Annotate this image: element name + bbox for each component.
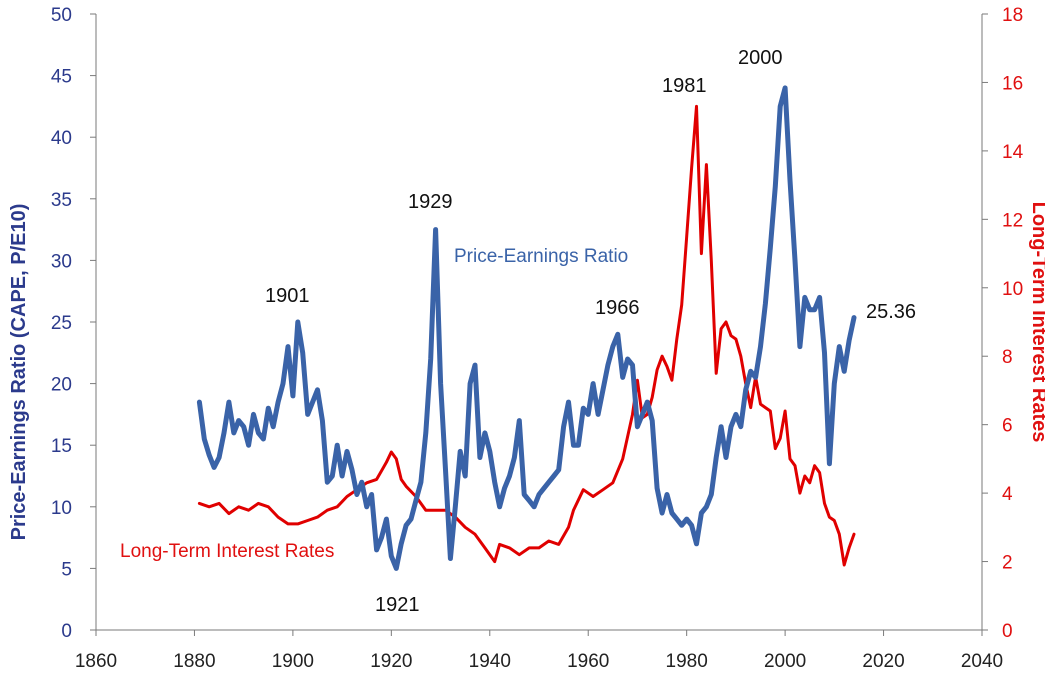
y-left-tick-label: 50 bbox=[51, 5, 72, 26]
y-left-tick-label: 40 bbox=[51, 128, 72, 149]
x-tick-label: 1980 bbox=[666, 651, 708, 672]
y-left-tick-label: 15 bbox=[51, 436, 72, 457]
y-left-tick-label: 0 bbox=[61, 621, 72, 642]
series-line-interest-rates bbox=[197, 104, 856, 567]
y-axis-left-label: Price-Earnings Ratio (CAPE, P/E10) bbox=[8, 204, 30, 541]
annotation-1966: 1966 bbox=[595, 297, 640, 319]
axes bbox=[90, 13, 988, 636]
y-right-tick-label: 0 bbox=[1002, 621, 1013, 642]
annotation-1921: 1921 bbox=[375, 594, 420, 616]
y-right-tick-label: 16 bbox=[1002, 73, 1023, 94]
x-tick-label: 1900 bbox=[272, 651, 314, 672]
series-lines bbox=[196, 85, 857, 571]
x-tick-label: 2020 bbox=[862, 651, 904, 672]
x-tick-label: 1920 bbox=[370, 651, 412, 672]
y-right-tick-label: 18 bbox=[1002, 5, 1023, 26]
y-left-tick-label: 10 bbox=[51, 498, 72, 519]
y-left-tick-label: 25 bbox=[51, 313, 72, 334]
y-right-tick-label: 12 bbox=[1002, 210, 1023, 231]
annotation-1981: 1981 bbox=[662, 75, 707, 97]
annotation-1901: 1901 bbox=[265, 285, 310, 307]
y-right-tick-label: 6 bbox=[1002, 416, 1013, 437]
series-label-interest-rates: Long-Term Interest Rates bbox=[120, 541, 334, 562]
x-tick-label: 2000 bbox=[764, 651, 806, 672]
annotation-current-value: 25.36 bbox=[866, 301, 916, 323]
y-right-tick-label: 14 bbox=[1002, 142, 1024, 163]
x-tick-label: 2040 bbox=[961, 651, 1003, 672]
y-left-tick-label: 35 bbox=[51, 190, 72, 211]
y-left-tick-label: 5 bbox=[61, 559, 72, 580]
y-axis-right-label: Long-Term Interest Rates bbox=[1028, 202, 1045, 443]
tick-labels: 1860 1880 1900 1920 1940 1960 1980 2000 2020 2040… bbox=[51, 5, 1024, 672]
x-tick-label: 1960 bbox=[567, 651, 609, 672]
y-left-tick-label: 30 bbox=[51, 251, 72, 272]
x-tick-label: 1860 bbox=[75, 651, 117, 672]
series-line-price-earnings bbox=[196, 85, 857, 571]
x-tick-label: 1880 bbox=[173, 651, 215, 672]
annotation-1929: 1929 bbox=[408, 191, 453, 213]
annotation-2000: 2000 bbox=[738, 47, 783, 69]
y-left-tick-label: 45 bbox=[51, 67, 72, 88]
series-label-price-earnings: Price-Earnings Ratio bbox=[454, 246, 628, 267]
y-right-tick-label: 8 bbox=[1002, 347, 1013, 368]
y-right-tick-label: 10 bbox=[1002, 279, 1023, 300]
x-tick-label: 1940 bbox=[469, 651, 511, 672]
y-right-tick-label: 2 bbox=[1002, 553, 1013, 574]
y-left-tick-label: 20 bbox=[51, 375, 72, 396]
y-right-tick-label: 4 bbox=[1002, 484, 1013, 505]
